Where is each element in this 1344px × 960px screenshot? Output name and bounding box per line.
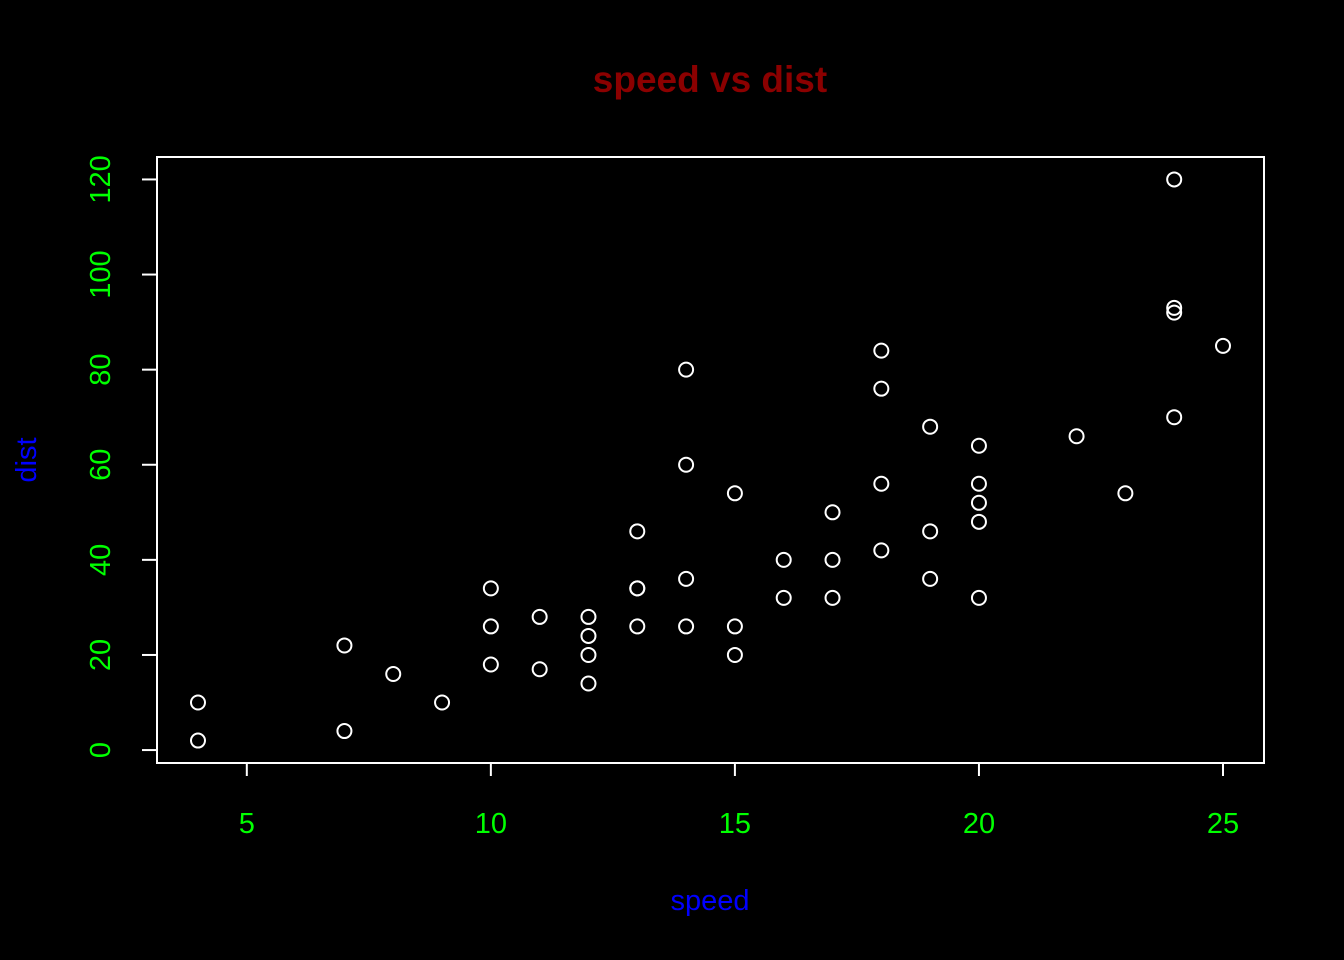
data-point [190,732,206,749]
data-point [531,608,548,625]
y-tick-label: 100 [85,250,117,298]
y-tick-label: 80 [85,354,117,386]
data-point [678,618,695,635]
data-point [726,618,743,635]
y-tick-label: 20 [85,639,117,671]
data-point [580,627,597,644]
data-point [336,637,353,654]
data-point [970,437,987,454]
x-tick-label: 15 [719,808,751,840]
data-point [629,580,646,597]
y-tick-label: 120 [85,155,117,203]
data-point [678,361,695,378]
chart-title: speed vs dist [593,59,827,100]
y-axis-title: dist [11,437,43,482]
data-point [726,646,743,663]
x-axis: 5 10 15 20 25 [239,762,1239,840]
data-point [970,589,987,606]
data-point [1068,428,1085,445]
data-point [873,542,890,559]
x-tick-label: 20 [963,808,995,840]
data-point [336,723,353,740]
x-tick-label: 10 [475,808,507,840]
data-point [629,618,646,635]
data-point [482,580,499,597]
data-point [1166,304,1183,321]
data-point [629,523,646,540]
data-point [678,570,695,587]
data-point [531,661,548,678]
data-point [580,646,597,663]
data-point [1166,171,1183,188]
data-point [434,694,451,711]
data-point [873,342,890,359]
data-point [873,380,890,397]
x-tick-label: 5 [239,808,255,840]
data-point [1215,337,1231,354]
y-tick-label: 40 [85,544,117,576]
data-point [482,656,499,673]
data-points [190,171,1231,749]
data-point [824,551,841,568]
data-point [385,665,402,682]
data-point [873,475,890,492]
data-point [678,456,695,473]
data-point [922,523,939,540]
data-point [775,551,792,568]
data-point [190,694,206,711]
data-point [922,418,939,435]
data-point [1166,409,1183,426]
data-point [970,513,987,530]
data-point [580,675,597,692]
data-point [580,608,597,625]
data-point [1166,299,1183,316]
data-point [824,504,841,521]
data-point [482,618,499,635]
data-point [824,589,841,606]
y-tick-label: 0 [85,742,117,758]
data-point [970,475,987,492]
data-point [1117,485,1134,502]
data-point [922,570,939,587]
data-point [726,485,743,502]
y-axis: 0 20 40 60 80 100 120 [85,155,158,758]
data-point [970,494,987,511]
x-axis-title: speed [670,885,749,917]
data-point [775,589,792,606]
x-tick-label: 25 [1207,808,1239,840]
y-tick-label: 60 [85,449,117,481]
